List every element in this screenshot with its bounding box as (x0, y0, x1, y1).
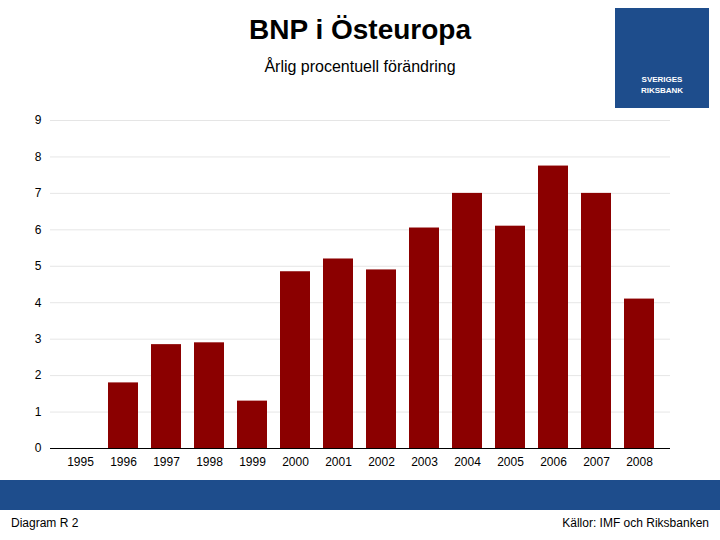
svg-text:9: 9 (35, 113, 42, 127)
svg-text:2004: 2004 (454, 455, 481, 469)
svg-text:2002: 2002 (368, 455, 395, 469)
svg-text:1997: 1997 (153, 455, 180, 469)
svg-text:7: 7 (35, 186, 42, 200)
html-text:Årlig procentuell förändring: Årlig procentuell förändring (264, 58, 456, 75)
svg-text:2005: 2005 (497, 455, 524, 469)
svg-text:1998: 1998 (196, 455, 223, 469)
svg-text:3: 3 (35, 332, 42, 346)
svg-text:2001: 2001 (325, 455, 352, 469)
svg-text:1: 1 (35, 405, 42, 419)
html-text:Källor: IMF och Riksbanken: Källor: IMF och Riksbanken (562, 516, 709, 530)
svg-text:2007: 2007 (583, 455, 610, 469)
svg-text:1999: 1999 (239, 455, 266, 469)
html-text:Diagram R 2: Diagram R 2 (11, 516, 79, 530)
svg-text:5: 5 (35, 259, 42, 273)
svg-text:2003: 2003 (411, 455, 438, 469)
html-text:RIKSBANK: RIKSBANK (640, 85, 684, 95)
svg-text:2008: 2008 (626, 455, 653, 469)
svg-text:1996: 1996 (110, 455, 137, 469)
svg-text:2006: 2006 (540, 455, 567, 469)
html-text:BNP i Östeuropa: BNP i Östeuropa (249, 14, 471, 45)
svg-text:4: 4 (35, 296, 42, 310)
html-text:SVERIGES: SVERIGES (641, 75, 683, 85)
svg-text:6: 6 (35, 223, 42, 237)
svg-text:0: 0 (35, 441, 42, 455)
svg-text:2: 2 (35, 368, 42, 382)
svg-text:1995: 1995 (67, 455, 94, 469)
svg-text:8: 8 (35, 150, 42, 164)
svg-text:2000: 2000 (282, 455, 309, 469)
